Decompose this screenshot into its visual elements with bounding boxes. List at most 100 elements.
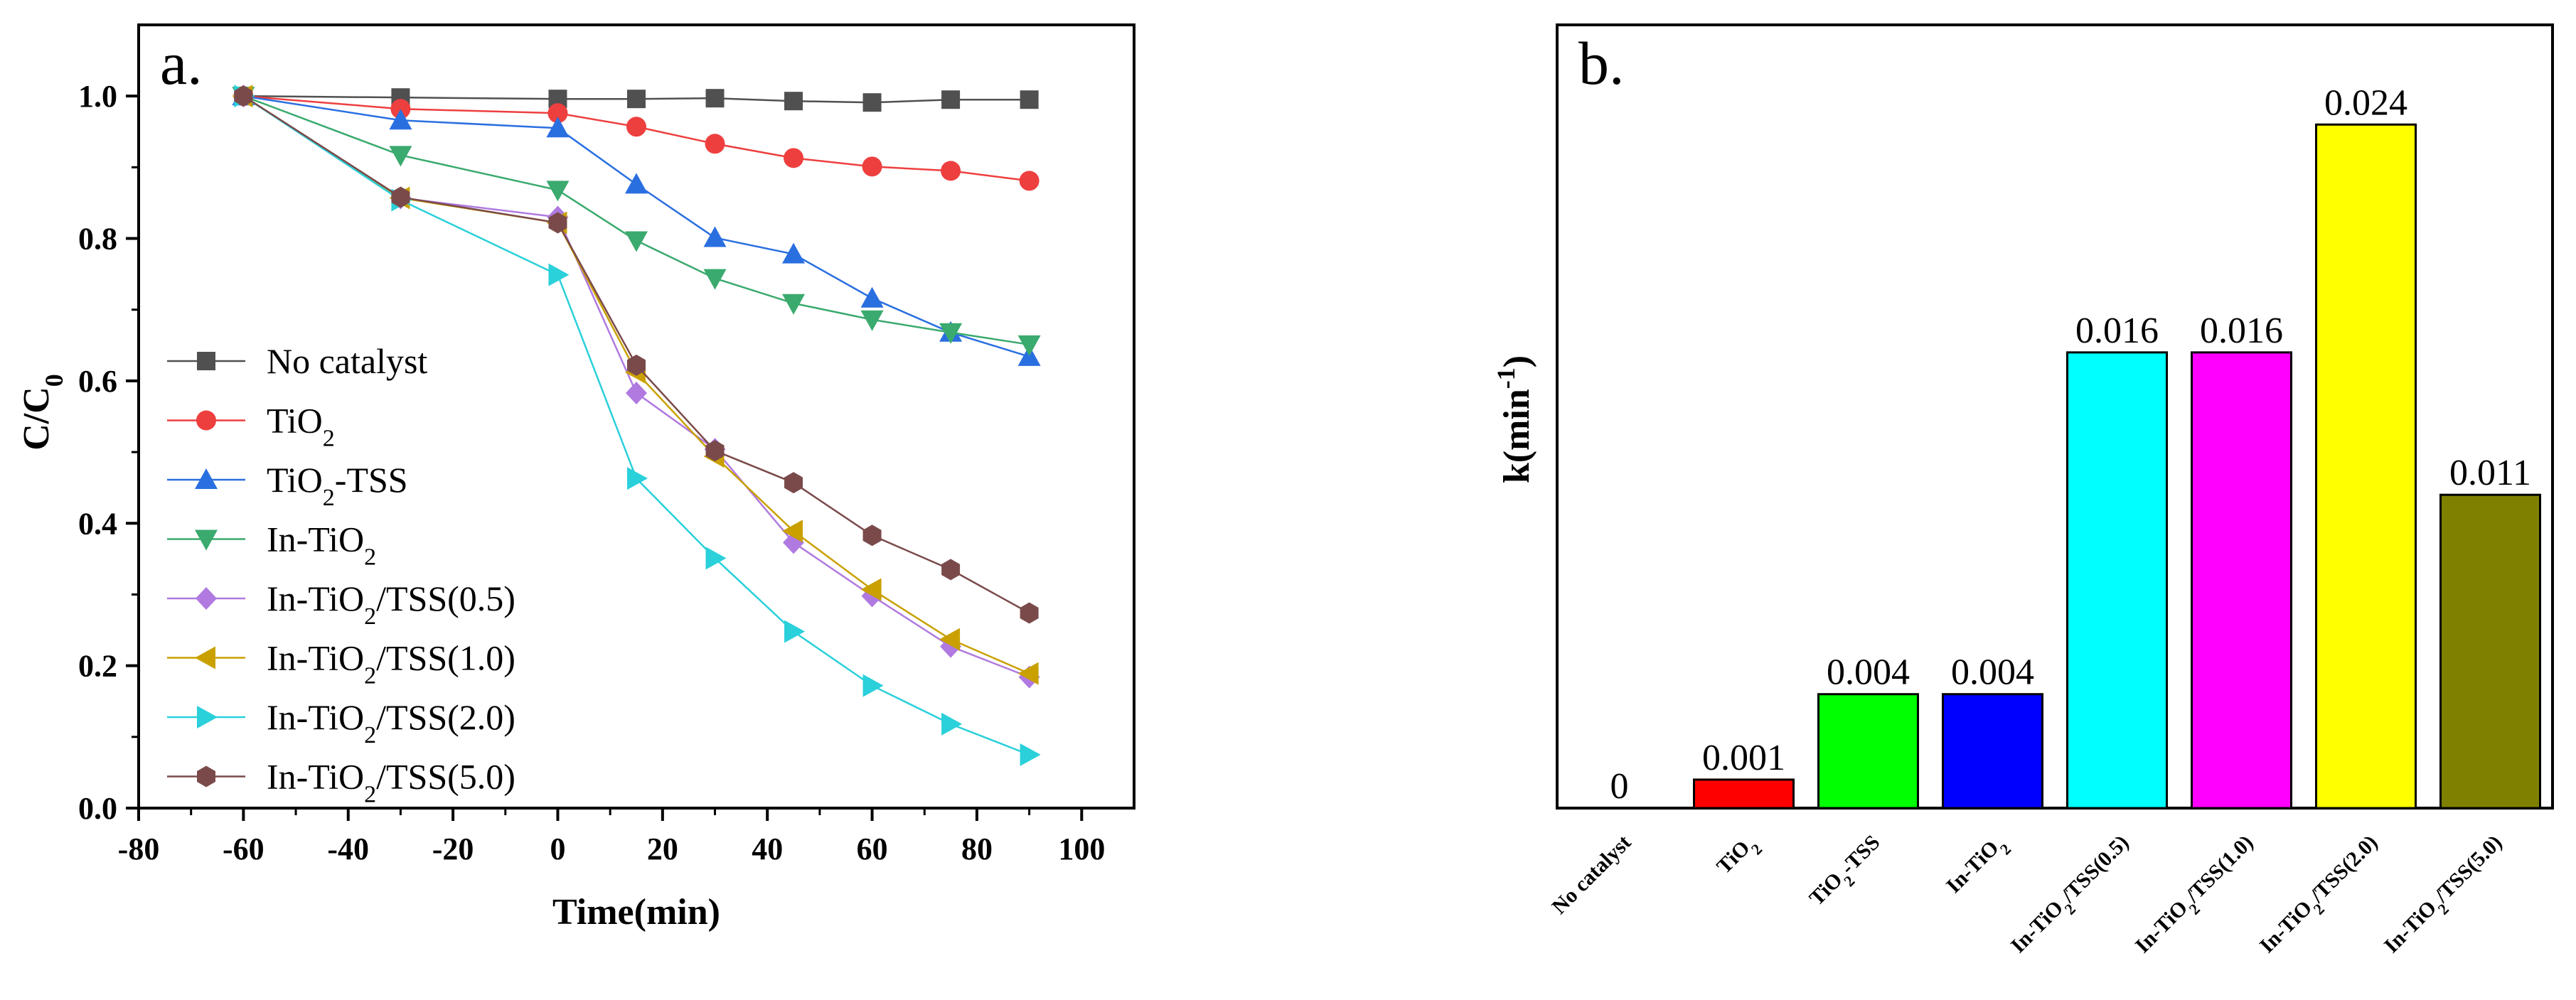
category-label-tio2: TiO2 bbox=[1712, 831, 1765, 884]
category-label-in-tio2-tss-5-0: In-TiO2/TSS(5.0) bbox=[2380, 831, 2512, 963]
legend-marker bbox=[195, 646, 215, 670]
data-point-tio2 bbox=[1019, 171, 1040, 191]
data-point-in-tio2-tss-2-0 bbox=[705, 547, 727, 570]
legend-item-in-tio2: In-TiO2 bbox=[167, 520, 376, 571]
data-point-in-tio2-tss-2-0 bbox=[548, 263, 570, 286]
data-point-no-catalyst bbox=[941, 90, 961, 109]
data-point-tio2 bbox=[547, 103, 568, 124]
x-tick-label: -20 bbox=[432, 832, 474, 866]
legend-label: In-TiO2/TSS(0.5) bbox=[267, 579, 515, 630]
panel-label-b: b. bbox=[1578, 29, 1625, 97]
x-tick-label: 80 bbox=[961, 832, 993, 866]
data-point-in-tio2 bbox=[782, 294, 806, 315]
data-point-in-tio2-tss-5-0 bbox=[784, 472, 803, 494]
data-point-in-tio2 bbox=[860, 310, 884, 331]
data-point-in-tio2-tss-1-0 bbox=[860, 578, 882, 601]
category-label-tio2-tss: TiO2-TSS bbox=[1805, 831, 1890, 916]
category-label-in-tio2-tss-2-0: In-TiO2/TSS(2.0) bbox=[2255, 831, 2388, 963]
data-point-tio2-tss bbox=[546, 117, 570, 138]
legend-marker bbox=[197, 706, 218, 729]
legend-marker bbox=[197, 352, 215, 370]
legend-marker bbox=[196, 587, 217, 610]
data-point-tio2 bbox=[784, 148, 804, 168]
data-point-tio2 bbox=[862, 156, 882, 177]
bar-value-label-tio2: 0.001 bbox=[1702, 738, 1785, 778]
x-axis-ticks-a: -80 -60 -40 -20 0 20 40 60 80 100 bbox=[118, 808, 1105, 866]
data-point-in-tio2 bbox=[1017, 335, 1041, 356]
legend-label: In-TiO2/TSS(1.0) bbox=[267, 638, 515, 689]
y-axis-title-a: C/C0 bbox=[16, 374, 68, 451]
bar-in-tio2-tss-5-0 bbox=[2439, 493, 2541, 810]
legend-label: TiO2-TSS bbox=[267, 460, 408, 511]
data-point-in-tio2-tss-1-0 bbox=[1017, 662, 1039, 685]
data-point-no-catalyst bbox=[705, 89, 725, 108]
plot-frame-b bbox=[1556, 23, 2554, 810]
data-point-in-tio2-tss-5-0 bbox=[862, 525, 882, 547]
data-point-in-tio2-tss-1-0 bbox=[782, 520, 803, 543]
data-point-in-tio2 bbox=[625, 231, 648, 252]
legend-marker bbox=[197, 765, 215, 787]
legend-label: No catalyst bbox=[267, 341, 427, 381]
data-point-in-tio2-tss-0-5 bbox=[626, 381, 647, 404]
data-point-no-catalyst bbox=[627, 90, 646, 109]
data-point-tio2-tss bbox=[389, 109, 412, 130]
panel-label-a: a. bbox=[160, 29, 203, 97]
series-group-a bbox=[232, 85, 1041, 766]
data-point-tio2-tss bbox=[782, 242, 806, 264]
data-point-tio2 bbox=[390, 99, 411, 119]
plot-frame-a bbox=[137, 23, 1135, 810]
category-label-in-tio2-tss-0-5: In-TiO2/TSS(0.5) bbox=[2006, 831, 2139, 963]
legend-item-no-catalyst: No catalyst bbox=[167, 341, 427, 381]
data-point-no-catalyst bbox=[862, 93, 882, 112]
data-point-tio2-tss bbox=[703, 226, 727, 247]
panel-a-line-chart: a. -80 -60 -40 -20 0 20 40 60 80 100 0.0 0.2 0.4 0.6… bbox=[16, 23, 1135, 932]
legend-label: In-TiO2 bbox=[267, 520, 376, 571]
series-no-catalyst bbox=[234, 87, 1039, 112]
data-point-in-tio2 bbox=[939, 323, 963, 344]
data-point-no-catalyst bbox=[784, 92, 803, 111]
bar-tio2-tss bbox=[1817, 693, 1919, 810]
data-point-in-tio2 bbox=[546, 181, 570, 202]
y-tick-label: 0.6 bbox=[78, 364, 117, 399]
bar-value-label-in-tio2-tss-1-0: 0.016 bbox=[2200, 311, 2283, 351]
data-point-tio2 bbox=[705, 134, 725, 154]
bar-value-label-in-tio2-tss-2-0: 0.024 bbox=[2324, 82, 2407, 123]
legend-item-in-tio2-tss-1-0: In-TiO2/TSS(1.0) bbox=[167, 638, 515, 689]
legend-item-tio2-tss: TiO2-TSS bbox=[167, 460, 408, 511]
bar-in-tio2-tss-1-0 bbox=[2191, 351, 2292, 810]
y-tick-label: 0.2 bbox=[78, 649, 117, 684]
data-point-in-tio2-tss-5-0 bbox=[1020, 602, 1039, 624]
bar-value-label-in-tio2: 0.004 bbox=[1951, 652, 2034, 693]
bar-in-tio2 bbox=[1942, 693, 2043, 810]
data-point-no-catalyst bbox=[1020, 90, 1039, 109]
data-point-in-tio2-tss-5-0 bbox=[548, 212, 567, 234]
series-in-tio2-tss-5-0 bbox=[234, 85, 1039, 624]
y-tick-label: 1.0 bbox=[78, 79, 117, 114]
category-label-in-tio2: In-TiO2 bbox=[1942, 831, 2014, 903]
bar-tio2 bbox=[1693, 778, 1795, 810]
y-tick-label: 0.4 bbox=[78, 506, 117, 541]
legend-label: TiO2 bbox=[267, 401, 335, 452]
legend-marker bbox=[195, 468, 218, 489]
data-point-in-tio2-tss-5-0 bbox=[234, 85, 253, 107]
data-point-in-tio2-tss-2-0 bbox=[941, 712, 963, 736]
x-tick-label: 100 bbox=[1058, 832, 1105, 866]
x-tick-label: 20 bbox=[647, 832, 678, 866]
y-axis-ticks-a: 0.0 0.2 0.4 0.6 0.8 1.0 bbox=[78, 79, 139, 826]
data-point-tio2-tss bbox=[860, 286, 884, 308]
data-point-in-tio2-tss-5-0 bbox=[941, 559, 961, 581]
legend-item-in-tio2-tss-5-0: In-TiO2/TSS(5.0) bbox=[167, 757, 515, 807]
bar-in-tio2-tss-0-5 bbox=[2066, 351, 2168, 810]
legend-item-in-tio2-tss-2-0: In-TiO2/TSS(2.0) bbox=[167, 697, 515, 748]
x-tick-label: -60 bbox=[223, 832, 264, 866]
data-point-in-tio2-tss-2-0 bbox=[862, 674, 884, 697]
data-point-in-tio2-tss-2-0 bbox=[627, 467, 648, 490]
y-axis-title-b: k(min-1) bbox=[1492, 355, 1537, 483]
category-label-in-tio2-tss-1-0: In-TiO2/TSS(1.0) bbox=[2131, 831, 2263, 963]
legend-a: No catalyst TiO2 TiO2-TSS In-TiO2 In-TiO2/TS… bbox=[167, 341, 515, 807]
legend-marker bbox=[195, 529, 218, 551]
legend-marker bbox=[196, 410, 216, 431]
data-point-in-tio2-tss-5-0 bbox=[705, 440, 725, 462]
